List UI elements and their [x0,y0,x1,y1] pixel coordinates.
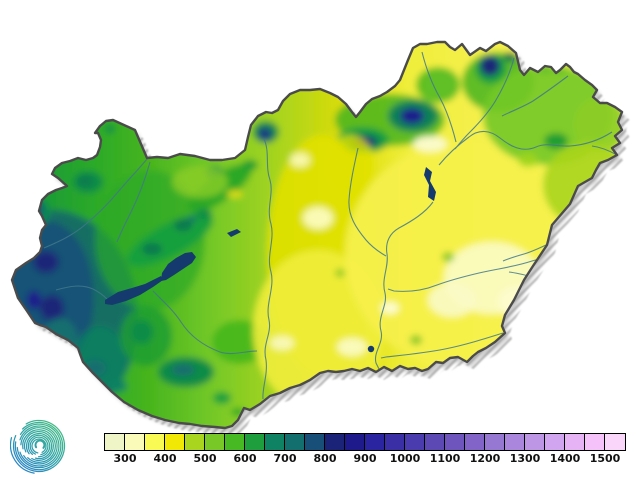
color-scale-step [185,434,205,450]
scale-tick-label: 300 [113,452,137,465]
river [454,57,515,150]
color-scale-step [285,434,305,450]
scale-tick-label: 1000 [389,452,421,465]
reservoir-dot [367,345,375,353]
color-scale-step [345,434,365,450]
scale-tick-label: 1300 [509,452,541,465]
river [348,147,387,257]
river [438,130,613,166]
color-scale-step [585,434,605,450]
lake-tisza [424,167,436,201]
color-scale-step [525,434,545,450]
scale-tick-label: 500 [193,452,217,465]
scale-tick-label: 400 [153,452,177,465]
color-scale-step [385,434,405,450]
color-scale-step [205,434,225,450]
scale-tick-label: 600 [233,452,257,465]
scale-tick-label: 700 [273,452,297,465]
rivers [43,51,618,400]
river [380,332,504,359]
color-scale-step [425,434,445,450]
color-scale-step [505,434,525,450]
color-scale-tick-labels: 300 400 500 600 700 800 900 1000 1100 1200 1300 140… [104,452,626,468]
scale-tick-label: 800 [313,452,337,465]
color-scale-step [105,434,125,450]
lake-balaton [161,252,196,281]
river [152,290,258,355]
river [43,158,148,249]
lake-balaton [105,276,163,305]
scale-tick-label: 1200 [469,452,501,465]
river [421,51,457,143]
color-scale-step [485,434,505,450]
color-scale-step [145,434,165,450]
river [116,161,151,243]
color-scale-step [225,434,245,450]
color-scale-step [165,434,185,450]
color-scale-step [125,434,145,450]
scale-tick-label: 1100 [429,452,461,465]
lake-velence [227,229,241,237]
river [262,138,273,400]
color-scale-step [265,434,285,450]
color-scale-step [405,434,425,450]
scale-tick-label: 900 [353,452,377,465]
omsz-spiral-logo [10,419,66,474]
scale-tick-label: 1500 [589,452,621,465]
river [55,285,108,300]
color-scale-step [245,434,265,450]
color-scale-step [365,434,385,450]
river [501,75,569,117]
color-scale-step [605,434,625,450]
color-scale-step [445,434,465,450]
color-scale-step [565,434,585,450]
lakes [105,167,436,353]
color-scale-step [305,434,325,450]
precipitation-color-scale [104,433,626,451]
river [374,201,434,370]
color-scale-step [325,434,345,450]
color-scale-step [465,434,485,450]
scale-tick-label: 1400 [549,452,581,465]
color-scale-step [545,434,565,450]
